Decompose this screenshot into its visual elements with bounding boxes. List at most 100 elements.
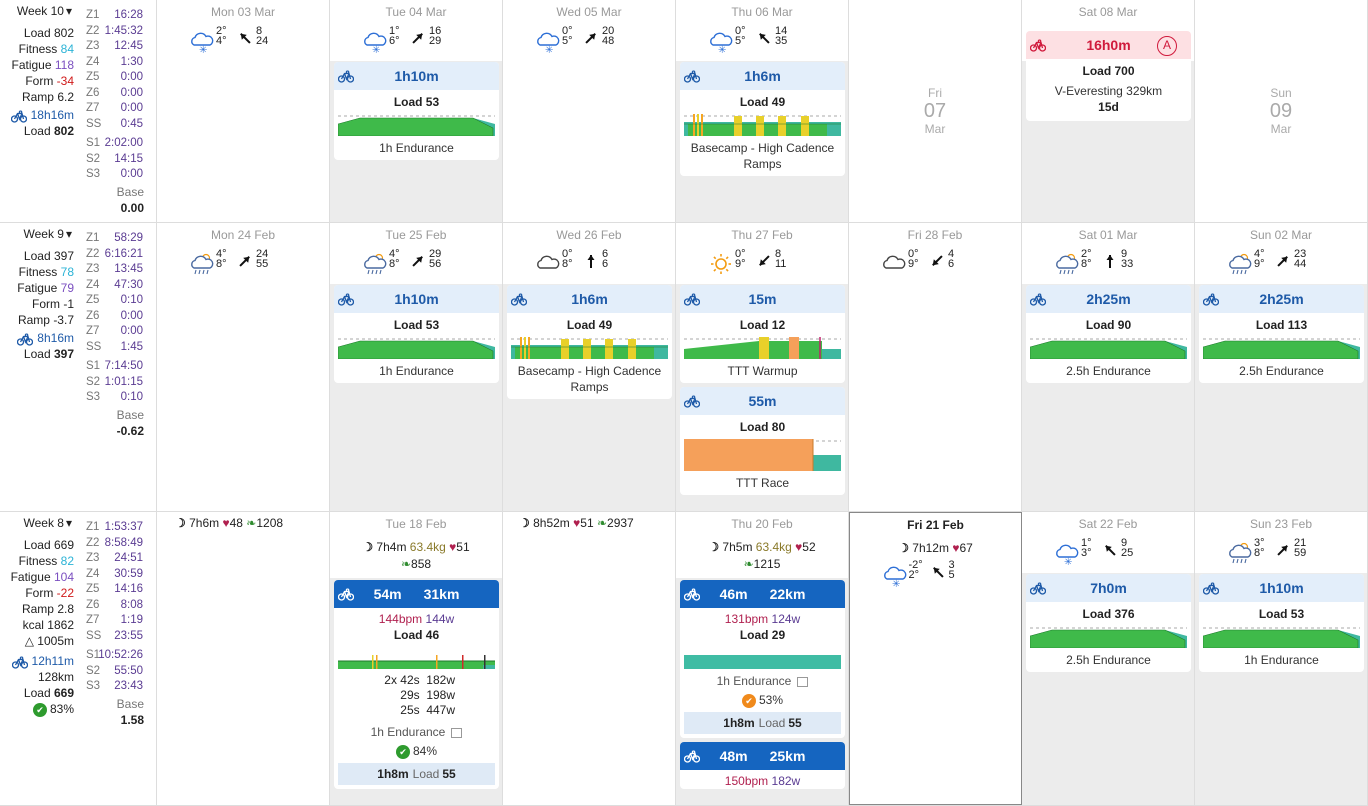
form-label: Form (31, 297, 60, 311)
base-label: Base (116, 696, 144, 711)
bike-icon (338, 588, 354, 601)
day-cell[interactable]: Wed 26 Feb 0° 8° 6 6 1h6m Load 49 Basecamp - Hi… (503, 223, 676, 511)
workout-card[interactable]: 54m 31km 144bpm 144w Load 46 2x 42s 182w 29s … (334, 580, 499, 789)
planned-summary[interactable]: 1h8m Load 55 (684, 712, 841, 734)
heart-rate: 150bpm (724, 774, 769, 788)
sweetspot-zone-time: 7:14:50 (104, 360, 143, 372)
week-compliance: ✔ 83% (0, 702, 74, 717)
week-title[interactable]: Week 8 ▾ (0, 516, 73, 530)
sweetspot-zone-label: S1 (86, 649, 101, 661)
snow-cloud-icon: ✳ (537, 32, 560, 54)
day-cell[interactable]: Mon 24 Feb 4° 8° 24 55 (157, 223, 330, 511)
workout-card[interactable]: 1h10m Load 53 1h Endurance (334, 285, 499, 383)
sweetspot-zone-time: 0:10 (120, 391, 143, 403)
day-cell[interactable]: Tue 04 Mar ✳ 1° 6° 16 29 1h10m Load 53 1h Endura… (330, 0, 503, 222)
day-cell[interactable]: Sat 22 Feb ✳ 1° 3° 9 25 7h0m Load 376 2.5h Endur… (1022, 512, 1195, 805)
week-title[interactable]: Week 10 ▾ (0, 4, 72, 18)
zone-time: 47:30 (114, 278, 143, 291)
zone-label: Z4 (86, 55, 100, 68)
week-summary: Week 8 ▾ Load 669 Fitness 82 Fatigue 104 Form… (0, 512, 157, 805)
day-cell[interactable]: Fri 28 Feb 0° 9° 4 6 (849, 223, 1022, 511)
temp-low: 8° (216, 258, 227, 270)
workout-duration: 1h10m (394, 68, 439, 84)
workout-card[interactable]: 2h25m Load 90 2.5h Endurance (1026, 285, 1191, 383)
day-cell[interactable]: ☽ 8h52m ♥51 ❧2937 (503, 512, 676, 805)
chart-bar (778, 116, 786, 136)
wind-arrow-icon (587, 255, 595, 268)
wind-gust: 6 (948, 258, 955, 270)
day-cell[interactable]: Thu 20 Feb ☽ 7h5m 63.4kg ♥52 ❧1215 46m 22km 1… (676, 512, 849, 805)
day-cell[interactable]: Tue 25 Feb 4° 8° 29 56 1h10m Load 53 1h Enduran… (330, 223, 503, 511)
interval-item: 29s 198w (400, 688, 455, 702)
workout-card[interactable]: 1h10m Load 53 1h Endurance (1199, 574, 1364, 672)
day-cell[interactable]: Fri 07 Mar (849, 0, 1022, 222)
week-load: Load 397 (0, 249, 74, 263)
weather: ✳ 0° 5° 20 48 (503, 26, 675, 54)
week-title-label: Week 9 (23, 227, 64, 241)
race-header: 16h0m A (1026, 31, 1191, 59)
weather: 4° 8° 29 56 (330, 249, 502, 277)
wind-speed: 3 (948, 559, 955, 571)
workout-card[interactable]: 1h6m Load 49 Basecamp - High Cadence Ramps (680, 62, 845, 176)
day-cell[interactable]: Thu 06 Mar ✳ 0° 5° 14 35 1h6m Load 49 Basecamp -… (676, 0, 849, 222)
wind-gust: 24 (256, 35, 269, 47)
day-cell[interactable]: ☽ 7h6m ♥48 ❧1208 (157, 512, 330, 805)
sweetspot-zone-label: S2 (86, 375, 101, 388)
workout-header: 48m 25km (680, 742, 845, 770)
wind-arrow-icon (759, 33, 770, 44)
interval-item: 2x 42s 182w (384, 673, 455, 687)
day-cell[interactable]: Thu 27 Feb 0° 9° 8 11 15m Load 12 TTT Warmup 55m… (676, 223, 849, 511)
workout-card[interactable]: 15m Load 12 TTT Warmup (680, 285, 845, 383)
day-header-area (676, 0, 848, 61)
day-cell[interactable]: Sun 23 Feb 3° 8° 21 59 1h10m Load 53 1h Enduran… (1195, 512, 1368, 805)
wind: 9 33 (1121, 249, 1133, 270)
planned-summary[interactable]: 1h8m Load 55 (338, 763, 495, 785)
ramp-value: 2.8 (57, 602, 74, 616)
race-load: Load 700 (1082, 64, 1135, 78)
zone-time: 0:10 (120, 294, 143, 306)
workout-duration: 55m (748, 393, 777, 409)
workout-card[interactable]: 48m 25km 150bpm 182w (680, 742, 845, 789)
temp-high: -2° (908, 559, 923, 571)
workout-card[interactable]: 46m 22km 131bpm 124w Load 29 1h Endurance ✔ 53… (680, 580, 845, 738)
resting-hr: 48 (229, 516, 243, 530)
load-label: Load (23, 538, 51, 552)
workout-card[interactable]: 2h25m Load 113 2.5h Endurance (1199, 285, 1364, 383)
day-cell[interactable]: Fri 21 Feb ☽ 7h12m ♥67 ✳ -2° 2° 3 5 (849, 512, 1022, 805)
zone-time: 1:53:37 (104, 521, 143, 533)
week-title[interactable]: Week 9 ▾ (0, 227, 73, 241)
temp-high: 0° (735, 248, 746, 260)
day-cell[interactable]: Tue 18 Feb ☽ 7h4m 63.4kg ♥51 ❧858 54m 31km 14… (330, 512, 503, 805)
workout-card[interactable]: 7h0m Load 376 2.5h Endurance (1026, 574, 1191, 672)
zone-label: Z5 (86, 583, 100, 595)
planned-load-label: Load (412, 767, 440, 781)
base-label: Base (116, 407, 144, 422)
day-cell[interactable]: Sat 01 Mar 2° 8° 9 33 2h25m Load 90 2.5h Endura… (1022, 223, 1195, 511)
day-cell[interactable]: Sun 09 Mar (1195, 0, 1368, 222)
zone-time: 1:30 (120, 55, 143, 68)
fitness-value: 78 (60, 265, 74, 279)
workout-card[interactable]: 1h10m Load 53 1h Endurance (334, 62, 499, 160)
zone-label: Z6 (86, 598, 100, 611)
temp-low: 9° (735, 258, 746, 270)
compliance: ✔ 84% (334, 743, 499, 759)
workout-card[interactable]: 1h6m Load 49 Basecamp - High Cadence Ramps (507, 285, 672, 399)
day-cell[interactable]: Mon 03 Mar ✳ 2° 4° 8 24 (157, 0, 330, 222)
zone-label: Z4 (86, 567, 100, 580)
bike-icon (338, 293, 354, 306)
temp-high: 1° (389, 25, 400, 37)
zone-time: 0:00 (120, 309, 143, 322)
workout-card[interactable]: 55m Load 80 TTT Race (680, 387, 845, 495)
load-value: 669 (53, 538, 74, 552)
race-event-card[interactable]: 16h0m A Load 700 V-Everesting 329km 15d (1026, 31, 1191, 121)
wind-gust: 35 (775, 35, 788, 47)
workout-header: 55m (680, 387, 845, 415)
day-cell[interactable]: Sat 08 Mar 16h0m A Load 700 V-Everesting 329… (1022, 0, 1195, 222)
zone-time: 0:45 (120, 117, 143, 130)
bike-icon (1030, 582, 1046, 595)
day-cell[interactable]: Sun 02 Mar 4° 9° 23 44 2h25m Load 113 2.5h Endu… (1195, 223, 1368, 511)
load-value: 802 (53, 26, 74, 40)
day-date: Sat 22 Feb (1078, 517, 1138, 531)
zone-label: SS (86, 340, 102, 353)
day-cell[interactable]: Wed 05 Mar ✳ 0° 5° 20 48 (503, 0, 676, 222)
